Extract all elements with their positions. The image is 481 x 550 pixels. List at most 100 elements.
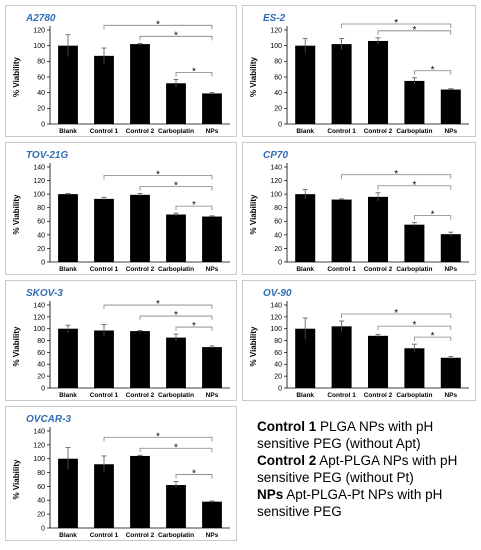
x-tick-label: Blank bbox=[296, 266, 314, 273]
significance-star: * bbox=[192, 469, 196, 480]
bar bbox=[295, 194, 316, 262]
y-tick-label: 0 bbox=[41, 259, 45, 266]
y-tick-label: 40 bbox=[274, 232, 282, 239]
significance-bracket bbox=[414, 336, 452, 342]
y-tick-label: 60 bbox=[37, 350, 45, 357]
chart-title: SKOV-3 bbox=[26, 288, 63, 299]
x-tick-label: Control 2 bbox=[364, 128, 393, 135]
bar bbox=[58, 194, 78, 262]
significance-star: * bbox=[192, 200, 196, 211]
y-tick-label: 60 bbox=[37, 219, 45, 226]
x-tick-label: Carboplatin bbox=[396, 392, 432, 399]
significance-star: * bbox=[174, 442, 178, 453]
y-tick-label: 60 bbox=[274, 219, 282, 226]
x-tick-label: NPs bbox=[206, 532, 219, 539]
chart-svg: TOV-21G % Viability 0 20 40 60 80 100 120 140 Blan… bbox=[12, 150, 230, 273]
x-tick-label: Blank bbox=[59, 532, 77, 539]
y-tick-label: 40 bbox=[274, 362, 282, 369]
bar bbox=[94, 198, 114, 262]
significance-bracket bbox=[414, 215, 452, 220]
x-tick-label: NPs bbox=[444, 266, 457, 273]
x-tick-label: Carboplatin bbox=[396, 266, 432, 273]
bar bbox=[295, 45, 316, 124]
legend-text: Apt-PLGA-Pt NPs with pH sensitive PEG bbox=[257, 487, 443, 519]
y-tick-label: 80 bbox=[37, 338, 45, 345]
bar bbox=[331, 326, 352, 388]
y-tick-label: 0 bbox=[278, 385, 282, 392]
significance-star: * bbox=[156, 169, 160, 180]
y-tick-label: 60 bbox=[274, 350, 282, 357]
bar bbox=[295, 328, 316, 388]
significance-star: * bbox=[394, 308, 398, 319]
significance-bracket bbox=[341, 174, 452, 179]
significance-star: * bbox=[412, 320, 416, 331]
chart-svg: A2780 % Viability 0 20 40 60 80 100 120 Blank Cont… bbox=[12, 13, 230, 135]
chart-svg: CP70 % Viability 0 20 40 60 80 100 120 140 Blank Co… bbox=[249, 150, 469, 273]
y-tick-label: 100 bbox=[270, 43, 282, 50]
chart-title: CP70 bbox=[263, 150, 288, 161]
significance-star: * bbox=[174, 180, 178, 191]
bar bbox=[130, 44, 150, 124]
chart-panel: OVCAR-3 % Viability 0 20 40 60 80 100 120 140 Blan… bbox=[5, 406, 237, 541]
y-tick-label: 40 bbox=[37, 498, 45, 505]
y-axis-label: % Viability bbox=[249, 57, 258, 97]
significance-bracket bbox=[377, 185, 452, 190]
x-tick-label: Control 2 bbox=[126, 532, 155, 539]
legend-entry-control-2: Control 2 Apt-PLGA NPs with pH sensitive… bbox=[257, 452, 475, 486]
significance-bracket bbox=[103, 436, 213, 442]
y-tick-label: 0 bbox=[41, 525, 45, 532]
y-tick-label: 40 bbox=[37, 232, 45, 239]
y-tick-label: 0 bbox=[278, 259, 282, 266]
y-tick-label: 60 bbox=[274, 74, 282, 81]
chart-title: ES-2 bbox=[263, 13, 286, 24]
x-tick-label: NPs bbox=[206, 128, 219, 135]
y-tick-label: 40 bbox=[37, 90, 45, 97]
significance-star: * bbox=[412, 25, 416, 36]
bar bbox=[202, 216, 222, 262]
x-tick-label: Control 1 bbox=[90, 392, 119, 399]
bar bbox=[404, 224, 425, 262]
y-tick-label: 120 bbox=[33, 314, 45, 321]
x-tick-label: Blank bbox=[296, 128, 314, 135]
y-tick-label: 140 bbox=[33, 164, 45, 171]
y-tick-label: 80 bbox=[37, 205, 45, 212]
x-tick-label: NPs bbox=[206, 266, 219, 273]
bar bbox=[202, 347, 222, 388]
chart-title: OVCAR-3 bbox=[26, 414, 71, 425]
chart-panel: CP70 % Viability 0 20 40 60 80 100 120 140 Blank Co… bbox=[242, 142, 476, 275]
x-tick-label: Control 1 bbox=[90, 128, 119, 135]
y-tick-label: 40 bbox=[274, 90, 282, 97]
y-tick-label: 20 bbox=[37, 246, 45, 253]
x-tick-label: Control 1 bbox=[327, 128, 356, 135]
y-axis-label: % Viability bbox=[249, 194, 258, 234]
y-tick-label: 140 bbox=[33, 302, 45, 309]
significance-bracket bbox=[139, 35, 213, 41]
y-tick-label: 20 bbox=[274, 246, 282, 253]
significance-bracket bbox=[139, 186, 213, 191]
significance-bracket bbox=[103, 175, 213, 180]
legend-text: PLGA NPs with pH sensitive PEG (without … bbox=[257, 419, 434, 451]
bar bbox=[130, 194, 150, 262]
bar bbox=[166, 83, 186, 124]
legend-entry-nps: NPs Apt-PLGA-Pt NPs with pH sensitive PE… bbox=[257, 486, 475, 520]
significance-bracket bbox=[414, 70, 452, 75]
y-tick-label: 100 bbox=[270, 326, 282, 333]
bar bbox=[94, 55, 114, 124]
y-tick-label: 80 bbox=[37, 470, 45, 477]
chart-title: A2780 bbox=[25, 13, 56, 24]
bar bbox=[130, 455, 150, 528]
significance-bracket bbox=[175, 474, 213, 479]
y-tick-label: 100 bbox=[270, 192, 282, 199]
significance-star: * bbox=[431, 331, 435, 342]
significance-star: * bbox=[394, 18, 398, 29]
significance-bracket bbox=[103, 304, 213, 310]
legend-text: Apt-PLGA NPs with pH sensitive PEG (with… bbox=[257, 453, 458, 485]
y-axis-label: % Viability bbox=[12, 57, 21, 97]
bar bbox=[404, 348, 425, 388]
y-axis-label: % Viability bbox=[12, 459, 21, 499]
significance-star: * bbox=[174, 310, 178, 321]
legend-key: Control 1 bbox=[257, 419, 317, 434]
significance-bracket bbox=[139, 447, 213, 453]
x-tick-label: Blank bbox=[296, 392, 314, 399]
chart-title: OV-90 bbox=[263, 288, 292, 299]
